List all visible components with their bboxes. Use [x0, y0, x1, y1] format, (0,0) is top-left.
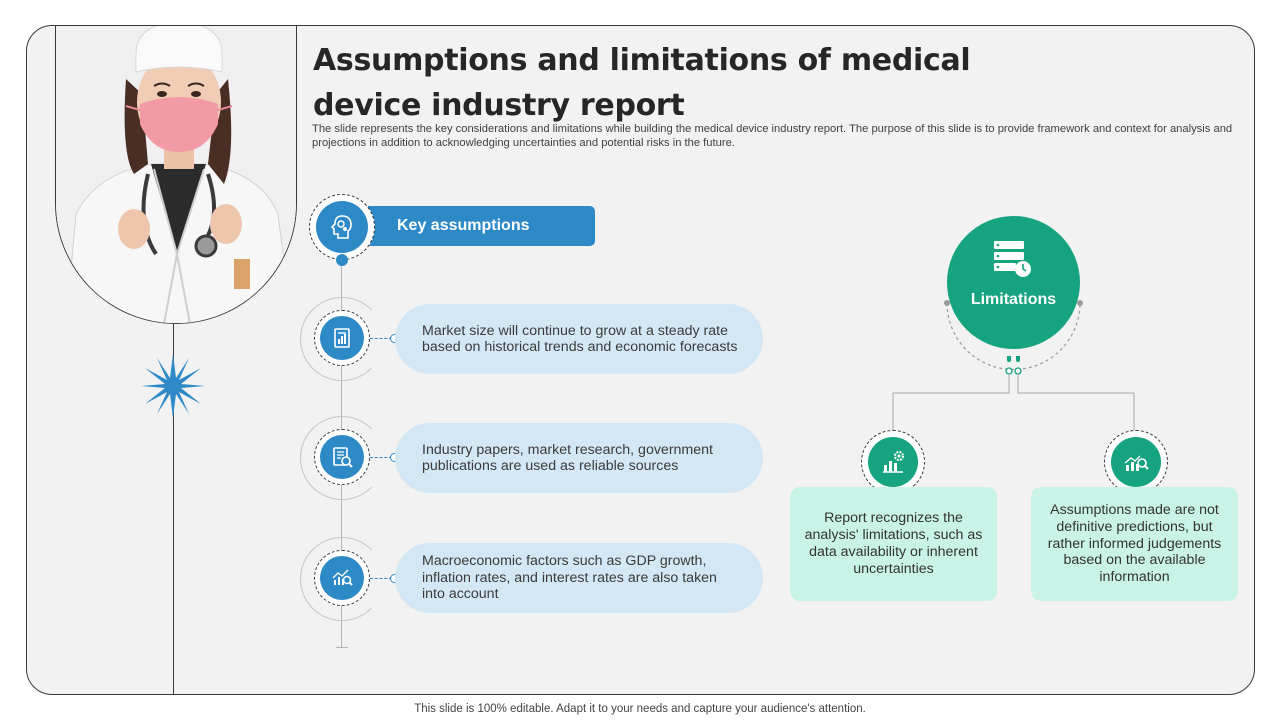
- limitation-1-text: Report recognizes the analysis' limitati…: [804, 510, 983, 577]
- chart-magnifier-icon: [320, 556, 364, 600]
- server-clock-icon: [994, 241, 1031, 277]
- page-subtitle: The slide represents the key considerati…: [312, 123, 1233, 149]
- slide-footer: This slide is 100% editable. Adapt it to…: [414, 703, 866, 715]
- limitation-1-icon-ring: [861, 430, 925, 494]
- page-title: Assumptions and limitations of medical d…: [313, 43, 971, 123]
- limitations-dashed-arc: [944, 300, 1083, 371]
- limitation-2-card: Assumptions made are not definitive pred…: [1031, 487, 1238, 601]
- slide-frame: Assumptions and limitations of medical d…: [26, 25, 1255, 695]
- assumption-1-connector: [370, 338, 392, 339]
- assumptions-connector-end: [336, 647, 348, 648]
- key-assumptions-icon-ring: [309, 194, 375, 260]
- head-gears-icon: [316, 201, 368, 253]
- assumption-3-icon-ring: [314, 550, 370, 606]
- limitation-2-text: Assumptions made are not definitive pred…: [1047, 502, 1222, 586]
- item-arc: [300, 537, 384, 621]
- doctor-photo: [55, 26, 297, 324]
- assumptions-connector-dot: [336, 254, 348, 266]
- key-assumptions-heading: Key assumptions: [357, 206, 595, 246]
- limitation-2-icon-ring: [1104, 430, 1168, 494]
- assumption-2-text: Industry papers, market research, govern…: [422, 441, 713, 475]
- chart-gear-icon: [868, 437, 918, 487]
- limitation-1-card: Report recognizes the analysis' limitati…: [790, 487, 997, 601]
- limitations-heading: Limitations: [970, 291, 1057, 308]
- limitations-heading-circle: Limitations: [947, 216, 1080, 349]
- item-arc: [300, 297, 384, 381]
- item-arc: [300, 416, 384, 500]
- limitations-tree-connector: [892, 356, 1135, 431]
- assumption-2-icon-ring: [314, 429, 370, 485]
- assumption-2-connector: [370, 457, 392, 458]
- assumption-3-card: Macroeconomic factors such as GDP growth…: [395, 543, 763, 613]
- assumption-2-card: Industry papers, market research, govern…: [395, 423, 763, 493]
- assumption-1-icon-ring: [314, 310, 370, 366]
- timeline-line: [173, 324, 174, 694]
- starburst-icon: [141, 354, 205, 418]
- assumption-1-card: Market size will continue to grow at a s…: [395, 304, 763, 374]
- assumption-1-text: Market size will continue to grow at a s…: [422, 322, 738, 356]
- document-search-icon: [320, 435, 364, 479]
- chart-search-icon: [1111, 437, 1161, 487]
- chart-document-icon: [320, 316, 364, 360]
- assumption-3-connector: [370, 578, 392, 579]
- assumption-3-text: Macroeconomic factors such as GDP growth…: [422, 553, 717, 603]
